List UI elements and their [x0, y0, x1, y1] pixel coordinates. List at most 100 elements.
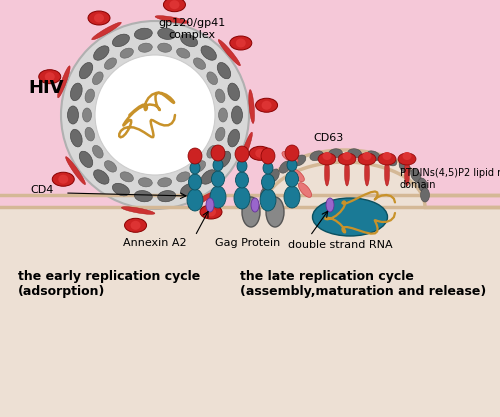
Ellipse shape — [164, 0, 186, 12]
Text: the late replication cycle
(assembly,maturation and release): the late replication cycle (assembly,mat… — [240, 270, 486, 298]
Ellipse shape — [232, 106, 242, 124]
Ellipse shape — [104, 58, 117, 69]
Ellipse shape — [324, 160, 330, 186]
Ellipse shape — [251, 198, 259, 212]
Ellipse shape — [260, 189, 276, 211]
Ellipse shape — [158, 28, 176, 40]
Ellipse shape — [85, 127, 94, 141]
Ellipse shape — [194, 58, 205, 69]
Ellipse shape — [176, 48, 190, 58]
Ellipse shape — [112, 183, 130, 196]
Text: gp120/gp41
complex: gp120/gp41 complex — [158, 18, 226, 40]
Ellipse shape — [188, 190, 218, 208]
Text: PTDINs(4,5)P2 lipid raft
domain: PTDINs(4,5)P2 lipid raft domain — [400, 168, 500, 190]
Ellipse shape — [188, 148, 202, 164]
Ellipse shape — [194, 161, 205, 172]
Ellipse shape — [82, 108, 92, 122]
Ellipse shape — [410, 169, 421, 182]
Ellipse shape — [120, 48, 134, 58]
Ellipse shape — [80, 63, 92, 79]
Ellipse shape — [230, 36, 252, 50]
Ellipse shape — [88, 11, 110, 25]
Ellipse shape — [39, 70, 61, 84]
Ellipse shape — [399, 161, 410, 173]
Ellipse shape — [342, 152, 351, 160]
Ellipse shape — [284, 186, 300, 208]
Text: HIV: HIV — [28, 79, 64, 97]
Ellipse shape — [158, 43, 172, 52]
Text: the early replication cycle
(adsorption): the early replication cycle (adsorption) — [18, 270, 200, 298]
Ellipse shape — [95, 55, 215, 175]
Ellipse shape — [402, 152, 411, 160]
Ellipse shape — [218, 151, 230, 168]
Ellipse shape — [236, 38, 246, 48]
Ellipse shape — [310, 151, 324, 161]
Ellipse shape — [362, 152, 372, 160]
Ellipse shape — [58, 66, 70, 98]
Ellipse shape — [104, 161, 117, 172]
Ellipse shape — [312, 198, 388, 236]
Ellipse shape — [212, 171, 224, 187]
Ellipse shape — [68, 106, 78, 124]
Ellipse shape — [206, 208, 216, 216]
Ellipse shape — [240, 132, 252, 164]
Ellipse shape — [364, 160, 370, 186]
Ellipse shape — [348, 149, 362, 158]
Ellipse shape — [262, 101, 272, 110]
Ellipse shape — [176, 172, 190, 182]
Ellipse shape — [294, 155, 306, 166]
Ellipse shape — [322, 152, 332, 160]
Ellipse shape — [384, 160, 390, 186]
Ellipse shape — [282, 151, 298, 163]
Ellipse shape — [218, 40, 240, 66]
Ellipse shape — [122, 207, 155, 214]
Ellipse shape — [207, 146, 218, 158]
Ellipse shape — [249, 146, 271, 160]
Ellipse shape — [120, 172, 134, 182]
Ellipse shape — [263, 162, 273, 174]
Ellipse shape — [200, 205, 222, 219]
Ellipse shape — [338, 153, 356, 165]
Ellipse shape — [138, 178, 152, 187]
Ellipse shape — [262, 178, 272, 192]
Ellipse shape — [124, 218, 146, 232]
Ellipse shape — [237, 160, 247, 172]
Ellipse shape — [52, 172, 74, 186]
Ellipse shape — [94, 13, 104, 23]
Ellipse shape — [398, 153, 416, 165]
Ellipse shape — [188, 174, 202, 190]
Ellipse shape — [236, 172, 248, 188]
Ellipse shape — [70, 129, 82, 147]
Ellipse shape — [158, 178, 172, 187]
Ellipse shape — [206, 198, 214, 212]
Ellipse shape — [318, 153, 336, 165]
Ellipse shape — [138, 43, 152, 52]
Ellipse shape — [134, 191, 152, 202]
Ellipse shape — [326, 198, 334, 212]
Ellipse shape — [382, 152, 392, 160]
Ellipse shape — [180, 183, 198, 196]
Ellipse shape — [92, 22, 122, 40]
Ellipse shape — [328, 149, 342, 158]
Ellipse shape — [280, 161, 291, 173]
Ellipse shape — [235, 146, 249, 162]
Ellipse shape — [255, 149, 265, 158]
Ellipse shape — [170, 0, 179, 9]
Ellipse shape — [285, 145, 299, 161]
Ellipse shape — [228, 129, 239, 147]
Ellipse shape — [216, 127, 225, 141]
Ellipse shape — [80, 151, 92, 168]
Ellipse shape — [70, 83, 82, 100]
Ellipse shape — [213, 159, 223, 171]
Ellipse shape — [260, 188, 270, 202]
Ellipse shape — [269, 169, 280, 182]
Ellipse shape — [187, 189, 203, 211]
Ellipse shape — [201, 46, 216, 60]
Ellipse shape — [420, 188, 430, 202]
Ellipse shape — [211, 145, 225, 161]
Ellipse shape — [180, 34, 198, 47]
Ellipse shape — [61, 21, 249, 209]
Ellipse shape — [94, 170, 109, 184]
Ellipse shape — [218, 63, 230, 79]
Ellipse shape — [85, 89, 94, 103]
